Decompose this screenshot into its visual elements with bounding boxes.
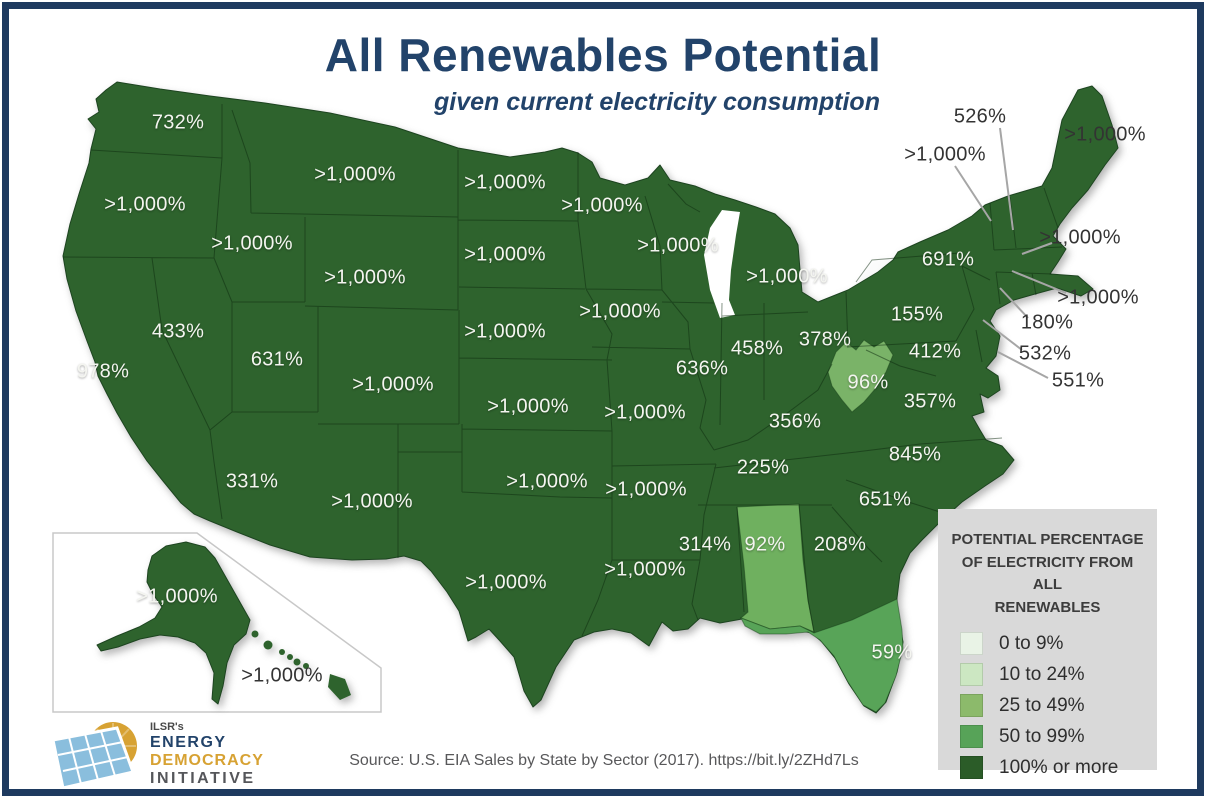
page-title: All Renewables Potential xyxy=(324,29,882,81)
legend: POTENTIAL PERCENTAGE OF ELECTRICITY FROM… xyxy=(938,509,1157,779)
lake-michigan-shape xyxy=(704,210,740,318)
us-mainland-shape xyxy=(62,81,1119,714)
legend-item-0: 0 to 9% xyxy=(960,632,1147,655)
solar-panel-icon xyxy=(51,726,135,790)
legend-item-2: 25 to 49% xyxy=(960,694,1147,717)
logo-org: ILSR's xyxy=(150,721,184,733)
state-shape-wv xyxy=(827,339,894,413)
source-text: Source: U.S. EIA Sales by State by Secto… xyxy=(349,752,859,769)
legend-item-label: 0 to 9% xyxy=(999,632,1064,654)
legend-swatch xyxy=(960,632,983,655)
state-shape-ak xyxy=(96,541,251,705)
legend-item-1: 10 to 24% xyxy=(960,663,1147,686)
state-shape-fl xyxy=(739,598,904,713)
legend-item-3: 50 to 99% xyxy=(960,725,1147,748)
logo-line-energy: ENERGY xyxy=(150,734,227,751)
legend-swatch xyxy=(960,725,983,748)
legend-swatch xyxy=(960,756,983,779)
legend-item-label: 10 to 24% xyxy=(999,663,1085,685)
logo-text: ILSR's ENERGY DEMOCRACY INITIATIVE xyxy=(150,722,264,787)
legend-items: 0 to 9% 10 to 24% 25 to 49% 50 to 99% 100% o… xyxy=(948,632,1147,779)
logo-line-democracy: DEMOCRACY xyxy=(150,752,264,769)
legend-item-4: 100% or more xyxy=(960,756,1147,779)
callout-line-vt xyxy=(954,165,992,222)
map-shapes xyxy=(62,81,1119,714)
state-shape-hi xyxy=(251,630,351,700)
legend-item-label: 25 to 49% xyxy=(999,694,1085,716)
callout-line-nh xyxy=(999,127,1014,231)
callout-line-de xyxy=(997,351,1049,379)
legend-title: POTENTIAL PERCENTAGE OF ELECTRICITY FROM… xyxy=(951,531,1144,616)
legend-swatch xyxy=(960,694,983,717)
callout-lines xyxy=(954,127,1067,379)
callout-line-ct xyxy=(999,287,1029,319)
energy-democracy-logo: ILSR's ENERGY DEMOCRACY INITIATIVE xyxy=(45,718,345,794)
logo-line-initiative: INITIATIVE xyxy=(150,770,256,787)
solar-panel-sun-icon xyxy=(51,722,137,790)
legend-item-label: 50 to 99% xyxy=(999,725,1085,747)
callout-line-ma xyxy=(1021,242,1053,255)
page-subtitle: given current electricity consumption xyxy=(434,88,880,116)
callout-line-nj xyxy=(982,319,1023,351)
legend-item-label: 100% or more xyxy=(999,756,1119,778)
legend-swatch xyxy=(960,663,983,686)
callout-line-ri xyxy=(1011,270,1067,294)
state-borders xyxy=(62,104,1063,637)
